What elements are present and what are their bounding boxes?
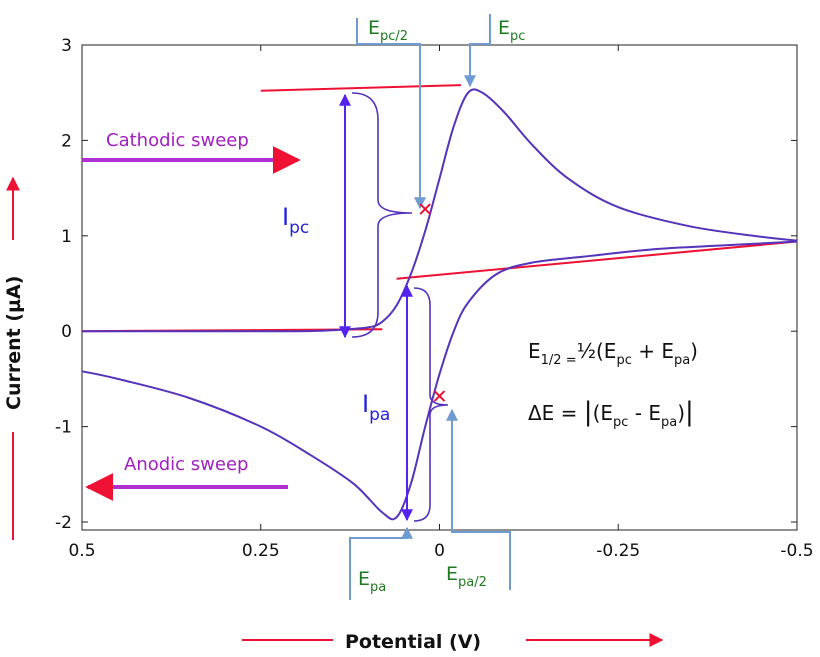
- epa2-label: Epa/2: [446, 563, 487, 590]
- y-tick-label: -1: [55, 418, 72, 438]
- y-tick-label: 1: [61, 227, 72, 247]
- x-tick-label: 0.5: [68, 541, 95, 561]
- marker-stroke: [433, 390, 446, 402]
- x-tick-label: 0.25: [242, 541, 280, 561]
- x-axis-title: Potential (V): [345, 631, 481, 653]
- anodic-sweep-curve: [81, 240, 798, 521]
- marker-stroke: [419, 203, 431, 215]
- epa2-guide: [446, 408, 511, 590]
- y-axis-title: Current (µA): [3, 276, 25, 410]
- epc-label: Epc: [498, 17, 525, 44]
- epa-guide: [349, 526, 413, 600]
- eq-e-half: E1/2 =½(Epc + Epa): [528, 339, 698, 368]
- epc2-guide: [356, 18, 426, 210]
- ipa-brace: [413, 287, 449, 522]
- baseline-lines: [81, 84, 798, 333]
- cathodic-sweep-label: Cathodic sweep: [106, 130, 249, 151]
- half-peak-markers: [419, 203, 446, 402]
- y-tick-label: 0: [61, 322, 72, 342]
- y-tick-label: -2: [55, 513, 72, 533]
- ipc-label: Ipc: [282, 203, 309, 238]
- y-tick-label: 2: [61, 131, 72, 151]
- x-tick-label: 0: [434, 541, 445, 561]
- baseline: [396, 240, 798, 280]
- epa-label: Epa: [358, 568, 386, 595]
- axis-ticks: 0.5 0.25 0 -0.25 -0.5 3 2 1 0 -1 -2: [55, 36, 814, 561]
- epc-guide: [464, 14, 491, 88]
- cv-curves: [81, 88, 798, 521]
- ipa-label: Ipa: [362, 390, 390, 425]
- x-tick-label: -0.25: [596, 541, 640, 561]
- ipc-brace: [351, 92, 413, 338]
- epc2-label: Epc/2: [368, 17, 408, 44]
- baseline: [260, 84, 461, 92]
- y-tick-label: 3: [61, 36, 72, 56]
- cathodic-sweep-curve: [82, 88, 798, 333]
- x-tick-label: -0.5: [780, 541, 813, 561]
- anodic-sweep-label: Anodic sweep: [124, 454, 248, 475]
- eq-delta-e: ΔE = |(Epc - Epa)|: [528, 397, 694, 430]
- half-peak-marker: [433, 390, 446, 402]
- half-peak-marker: [419, 203, 431, 215]
